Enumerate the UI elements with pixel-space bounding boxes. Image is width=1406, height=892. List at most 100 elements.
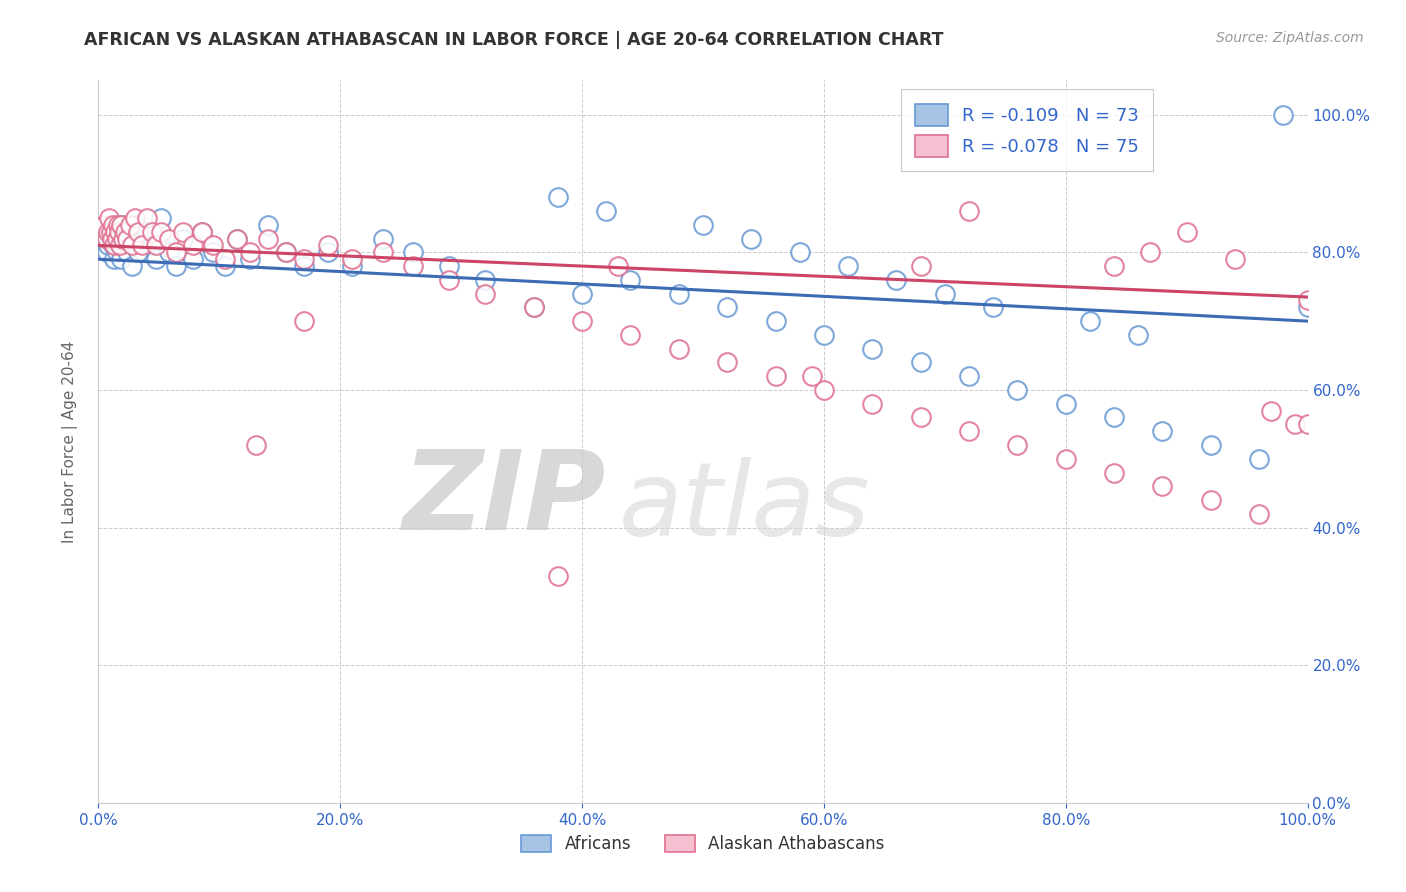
Point <box>118 218 141 232</box>
Point <box>740 231 762 245</box>
Point <box>1199 493 1222 508</box>
Point <box>121 259 143 273</box>
Point <box>607 259 630 273</box>
Point <box>104 225 127 239</box>
Point <box>716 301 738 315</box>
Point <box>934 286 956 301</box>
Point <box>316 245 339 260</box>
Point <box>1296 293 1319 308</box>
Text: atlas: atlas <box>619 457 870 557</box>
Point <box>571 286 593 301</box>
Point <box>100 231 122 245</box>
Point <box>104 225 127 239</box>
Point <box>292 314 315 328</box>
Point <box>239 252 262 267</box>
Point <box>1296 301 1319 315</box>
Point <box>1199 438 1222 452</box>
Point <box>957 369 980 384</box>
Point <box>292 259 315 273</box>
Point <box>256 231 278 245</box>
Point <box>292 252 315 267</box>
Point <box>910 410 932 425</box>
Point <box>668 286 690 301</box>
Point <box>1007 383 1029 397</box>
Point <box>214 259 236 273</box>
Point <box>813 327 835 342</box>
Point <box>789 245 811 260</box>
Point <box>114 225 136 239</box>
Point <box>474 286 496 301</box>
Point <box>105 231 128 245</box>
Point <box>172 225 194 239</box>
Point <box>145 238 167 252</box>
Point <box>141 225 163 239</box>
Point <box>957 424 980 438</box>
Point <box>157 245 180 260</box>
Point <box>571 314 593 328</box>
Point <box>860 342 883 356</box>
Point <box>108 225 131 239</box>
Point <box>1152 479 1174 493</box>
Point <box>145 252 167 267</box>
Point <box>131 238 153 252</box>
Point <box>1260 403 1282 417</box>
Point <box>1296 417 1319 432</box>
Point <box>226 231 249 245</box>
Point <box>1054 451 1077 466</box>
Point <box>1272 108 1295 122</box>
Point <box>118 231 141 245</box>
Point <box>105 245 128 260</box>
Point <box>191 225 214 239</box>
Point <box>181 252 204 267</box>
Point <box>619 273 641 287</box>
Point <box>150 211 173 225</box>
Point <box>619 327 641 342</box>
Point <box>1007 438 1029 452</box>
Point <box>108 225 131 239</box>
Point <box>1054 397 1077 411</box>
Point <box>692 218 714 232</box>
Point <box>103 238 125 252</box>
Point <box>274 245 297 260</box>
Point <box>172 231 194 245</box>
Point <box>1223 252 1246 267</box>
Point <box>111 218 134 232</box>
Point <box>239 245 262 260</box>
Point <box>93 218 115 232</box>
Point <box>523 301 546 315</box>
Point <box>342 259 364 273</box>
Point <box>98 211 121 225</box>
Point <box>131 231 153 245</box>
Point <box>765 369 787 384</box>
Point <box>256 218 278 232</box>
Point <box>121 238 143 252</box>
Point <box>437 259 460 273</box>
Point <box>157 231 180 245</box>
Point <box>98 225 121 239</box>
Legend: Africans, Alaskan Athabascans: Africans, Alaskan Athabascans <box>515 828 891 860</box>
Point <box>1128 327 1150 342</box>
Point <box>101 238 124 252</box>
Point <box>135 225 157 239</box>
Point <box>860 397 883 411</box>
Point <box>117 231 139 245</box>
Point <box>202 238 225 252</box>
Point <box>1152 424 1174 438</box>
Point <box>547 190 569 204</box>
Point <box>981 301 1004 315</box>
Point <box>1175 225 1198 239</box>
Point <box>226 231 249 245</box>
Point <box>191 225 214 239</box>
Point <box>127 245 149 260</box>
Point <box>108 238 131 252</box>
Point <box>316 238 339 252</box>
Point <box>93 231 115 245</box>
Point <box>595 204 617 219</box>
Point <box>274 245 297 260</box>
Point <box>1102 259 1125 273</box>
Point <box>547 568 569 582</box>
Point <box>402 259 425 273</box>
Point <box>437 273 460 287</box>
Point <box>107 231 129 245</box>
Point <box>813 383 835 397</box>
